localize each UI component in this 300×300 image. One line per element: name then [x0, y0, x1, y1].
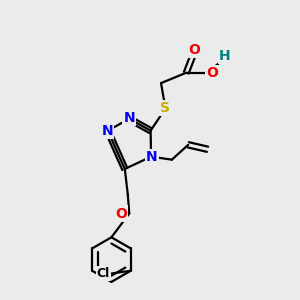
Text: O: O: [115, 206, 127, 220]
Text: N: N: [146, 150, 158, 164]
Text: O: O: [188, 43, 200, 57]
Text: N: N: [101, 124, 113, 138]
Text: O: O: [206, 66, 218, 80]
Text: Cl: Cl: [97, 267, 110, 280]
Text: N: N: [123, 111, 135, 125]
Text: H: H: [219, 50, 231, 63]
Text: S: S: [160, 101, 170, 116]
